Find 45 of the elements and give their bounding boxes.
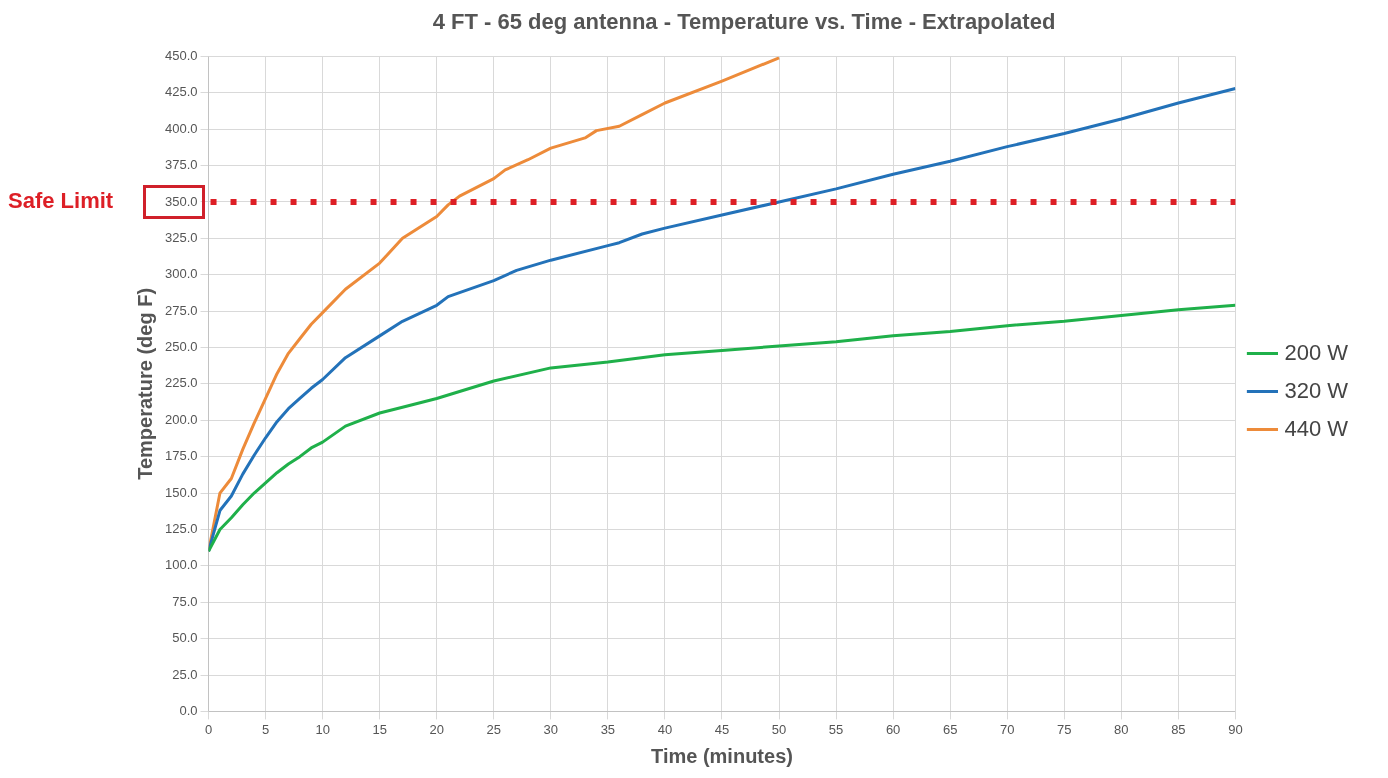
y-tick-label: 250.0: [164, 339, 198, 355]
x-tick-label: 15: [372, 721, 387, 737]
x-tick-label: 35: [600, 721, 616, 737]
x-tick-label: 50: [771, 721, 787, 737]
y-tick-label: 275.0: [164, 302, 198, 318]
x-tick-label: 45: [714, 721, 730, 737]
y-tick-label: 100.0: [164, 557, 198, 573]
y-tick-label: 0.0: [179, 702, 198, 718]
x-tick-label: 40: [657, 721, 673, 737]
y-tick-label: 200.0: [164, 411, 198, 427]
y-tick-label: 375.0: [164, 157, 198, 173]
y-tick-label: 175.0: [164, 448, 198, 464]
y-tick-label: 400.0: [164, 120, 198, 136]
x-tick-label: 30: [543, 721, 559, 737]
x-tick-label: 55: [828, 721, 844, 737]
y-tick-label: 300.0: [164, 266, 198, 282]
y-tick-label: 325.0: [164, 229, 198, 245]
x-tick-label: 85: [1171, 721, 1186, 737]
x-tick-label: 90: [1228, 721, 1243, 737]
y-axis-title: Temperature (deg F): [133, 287, 156, 480]
legend-label: 320 W: [1284, 377, 1349, 403]
x-tick-label: 20: [429, 721, 444, 737]
y-tick-label: 350.0: [164, 193, 198, 209]
y-tick-label: 450.0: [164, 47, 198, 63]
x-tick-label: 80: [1114, 721, 1129, 737]
x-tick-label: 5: [261, 721, 270, 737]
x-tick-label: 75: [1057, 721, 1072, 737]
x-tick-label: 10: [315, 721, 330, 737]
legend-label: 200 W: [1284, 339, 1349, 365]
x-tick-label: 65: [942, 721, 958, 737]
chart-title: 4 FT - 65 deg antenna - Temperature vs. Time - Extrapolated: [432, 9, 1056, 35]
x-tick-label: 25: [486, 721, 502, 737]
x-tick-label: 60: [885, 721, 901, 737]
y-tick-label: 150.0: [164, 484, 198, 500]
y-tick-label: 25.0: [172, 666, 198, 682]
y-tick-label: 125.0: [164, 521, 198, 537]
legend-label: 440 W: [1284, 415, 1349, 441]
y-tick-label: 50.0: [172, 630, 198, 646]
x-axis-title: Time (minutes): [651, 744, 793, 767]
x-tick-label: 0: [204, 721, 213, 737]
x-tick-label: 70: [999, 721, 1015, 737]
y-tick-label: 75.0: [172, 593, 198, 609]
ref-line-label: Safe Limit: [8, 188, 114, 214]
y-tick-label: 225.0: [164, 375, 198, 391]
y-tick-label: 425.0: [164, 84, 198, 100]
